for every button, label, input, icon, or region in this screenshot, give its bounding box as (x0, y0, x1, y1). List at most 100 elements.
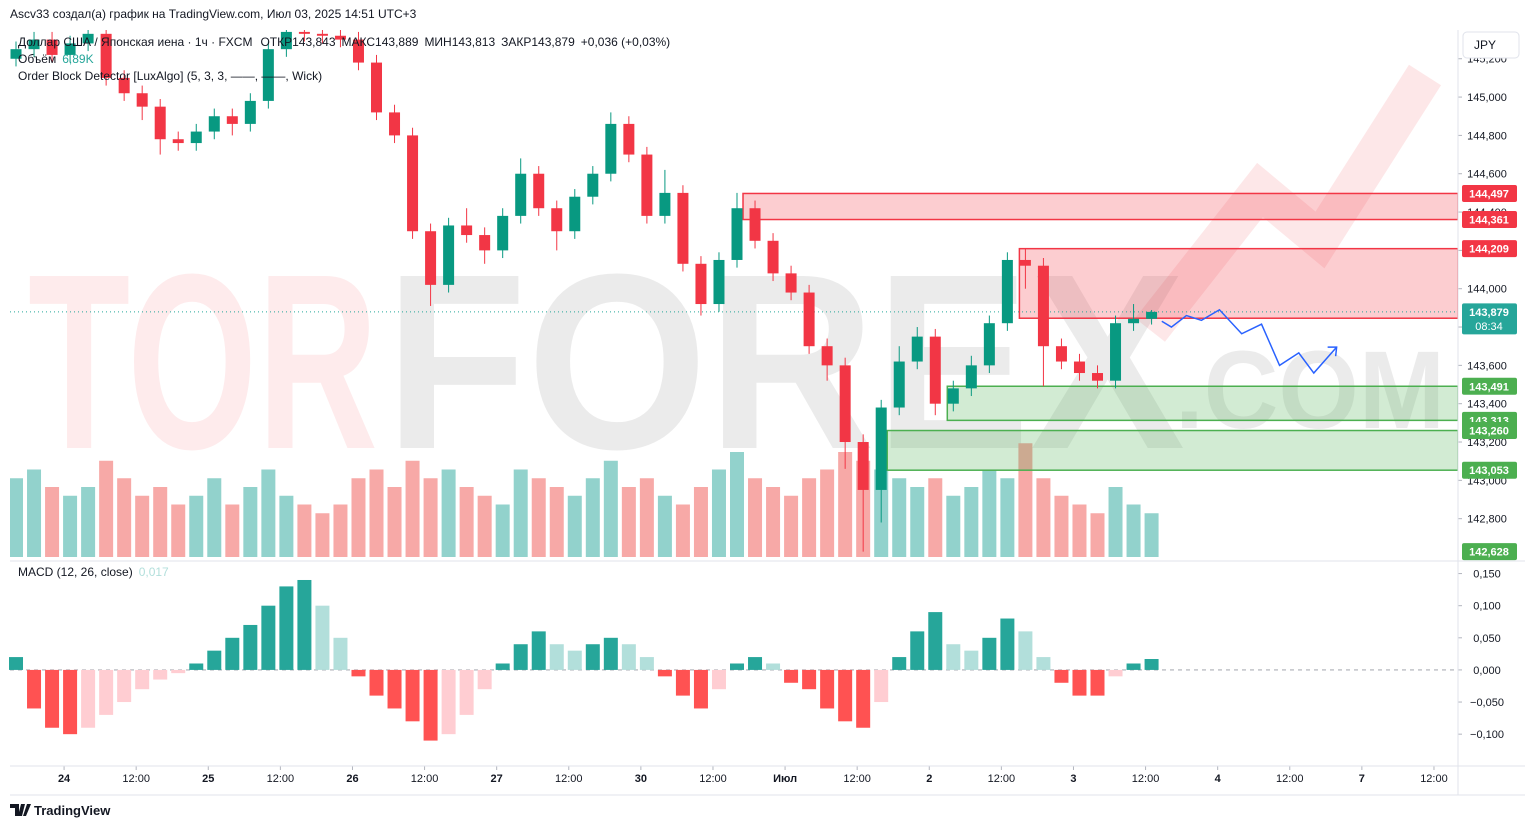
volume-bar (135, 495, 150, 557)
volume-label: Объём (18, 52, 56, 66)
currency-button[interactable] (1462, 31, 1520, 59)
macd-bar (711, 669, 726, 690)
macd-bar (387, 669, 402, 709)
macd-bar (549, 644, 564, 670)
macd-bar (910, 631, 925, 670)
x-tick-label: 12:00 (1276, 773, 1304, 785)
plot-layer: 142,800143,000143,200143,400143,600143,8… (9, 30, 1517, 785)
ohlc-label: МАКС (342, 35, 376, 49)
price-label: 144,497 (1469, 188, 1509, 200)
macd-bar (135, 669, 150, 690)
volume-bar (423, 478, 438, 557)
macd-bar (1144, 659, 1159, 670)
candle-body (695, 263, 707, 305)
volume-bar (1036, 478, 1051, 557)
macd-bar (81, 669, 96, 728)
x-tick-label: 12:00 (555, 773, 583, 785)
macd-bar (207, 650, 222, 670)
x-tick-label: 2 (926, 773, 932, 785)
candle-body (821, 346, 833, 366)
candle-body (425, 231, 437, 285)
x-tick-label: 12:00 (843, 773, 871, 785)
volume-bar (297, 504, 312, 557)
volume-bar (621, 487, 636, 557)
candle-body (713, 259, 725, 305)
candle-body (154, 106, 166, 140)
volume-bar (603, 460, 618, 557)
y-tick-label: 145,000 (1467, 92, 1507, 104)
candle-body (479, 235, 491, 251)
x-tick-label: 12:00 (122, 773, 150, 785)
volume-bar (766, 487, 781, 557)
order-block (886, 429, 1458, 471)
price-label-box (1462, 461, 1517, 479)
candle-body (605, 123, 617, 174)
y-tick-label: 144,000 (1467, 284, 1507, 296)
watermark-text: .COM (1175, 329, 1445, 452)
volume-bar (585, 478, 600, 557)
macd-y-tick-label: 0,150 (1473, 569, 1501, 581)
candle-body (731, 208, 743, 260)
volume-bar (27, 469, 42, 557)
macd-bar (9, 657, 24, 670)
candle-body (785, 273, 797, 293)
ohlc-value: 143,843 (292, 35, 336, 49)
volume-bar (513, 469, 528, 557)
ohlc-label: МИН (424, 35, 451, 49)
symbol: Доллар США / Японская иена · 1ч · FXCM (18, 35, 252, 49)
volume-value: 6,89K (62, 52, 93, 66)
volume-bar (243, 487, 258, 557)
symbol-legend: Доллар США / Японская иена · 1ч · FXCM ОТ… (18, 35, 670, 49)
volume-bar (730, 452, 745, 557)
currency[interactable]: JPY (1474, 38, 1496, 52)
volume-bar (982, 469, 997, 557)
macd-bar (225, 637, 240, 670)
x-tick-label: 25 (202, 773, 214, 785)
volume-bar (946, 495, 961, 557)
macd-bar (1054, 669, 1069, 683)
macd-bar (153, 669, 168, 680)
candle-body (190, 131, 202, 144)
candle-body (1055, 346, 1067, 362)
forecast-line (1161, 308, 1338, 375)
candle-body (911, 336, 923, 362)
macd-bar (369, 669, 384, 696)
x-tick-label: 30 (635, 773, 647, 785)
candle-body (569, 196, 581, 232)
candle-body (677, 192, 689, 264)
macd-bar (45, 669, 60, 728)
indicator-legend: Order Block Detector [LuxAlgo] (5, 3, 3,… (18, 69, 322, 83)
price-label: 142,628 (1469, 547, 1509, 559)
candle-body (1037, 265, 1049, 347)
candle-body (875, 407, 887, 490)
volume-bar (711, 469, 726, 557)
macd-bar (405, 669, 420, 722)
attribution: Ascv33 создал(а) график на TradingView.c… (10, 7, 417, 21)
macd-bar (946, 644, 961, 670)
macd-bar (279, 586, 294, 670)
candle-body (659, 192, 671, 216)
macd-bar (784, 669, 799, 683)
volume-legend: Объём 6,89K (18, 52, 94, 66)
y-tick-label: 143,400 (1467, 399, 1507, 411)
macd-bar (63, 669, 78, 735)
candle-body (893, 361, 905, 408)
volume-bar (279, 495, 294, 557)
candle-body (1146, 311, 1158, 319)
volume-bar (1054, 495, 1069, 557)
candle-body (46, 39, 58, 55)
macd-bar (766, 663, 781, 670)
watermark-text: FOREX (385, 222, 1185, 501)
volume-bar (99, 460, 114, 557)
ohlc-label: ОТКР (260, 35, 292, 49)
macd-bar (802, 669, 817, 690)
order-block (946, 385, 1458, 422)
macd-bar (1036, 657, 1051, 670)
volume-bar (531, 478, 546, 557)
candle-body (749, 208, 761, 241)
candle-body (443, 225, 455, 285)
volume-bar (369, 469, 384, 557)
y-tick-label: 143,600 (1467, 360, 1507, 372)
candle-body (461, 225, 473, 236)
